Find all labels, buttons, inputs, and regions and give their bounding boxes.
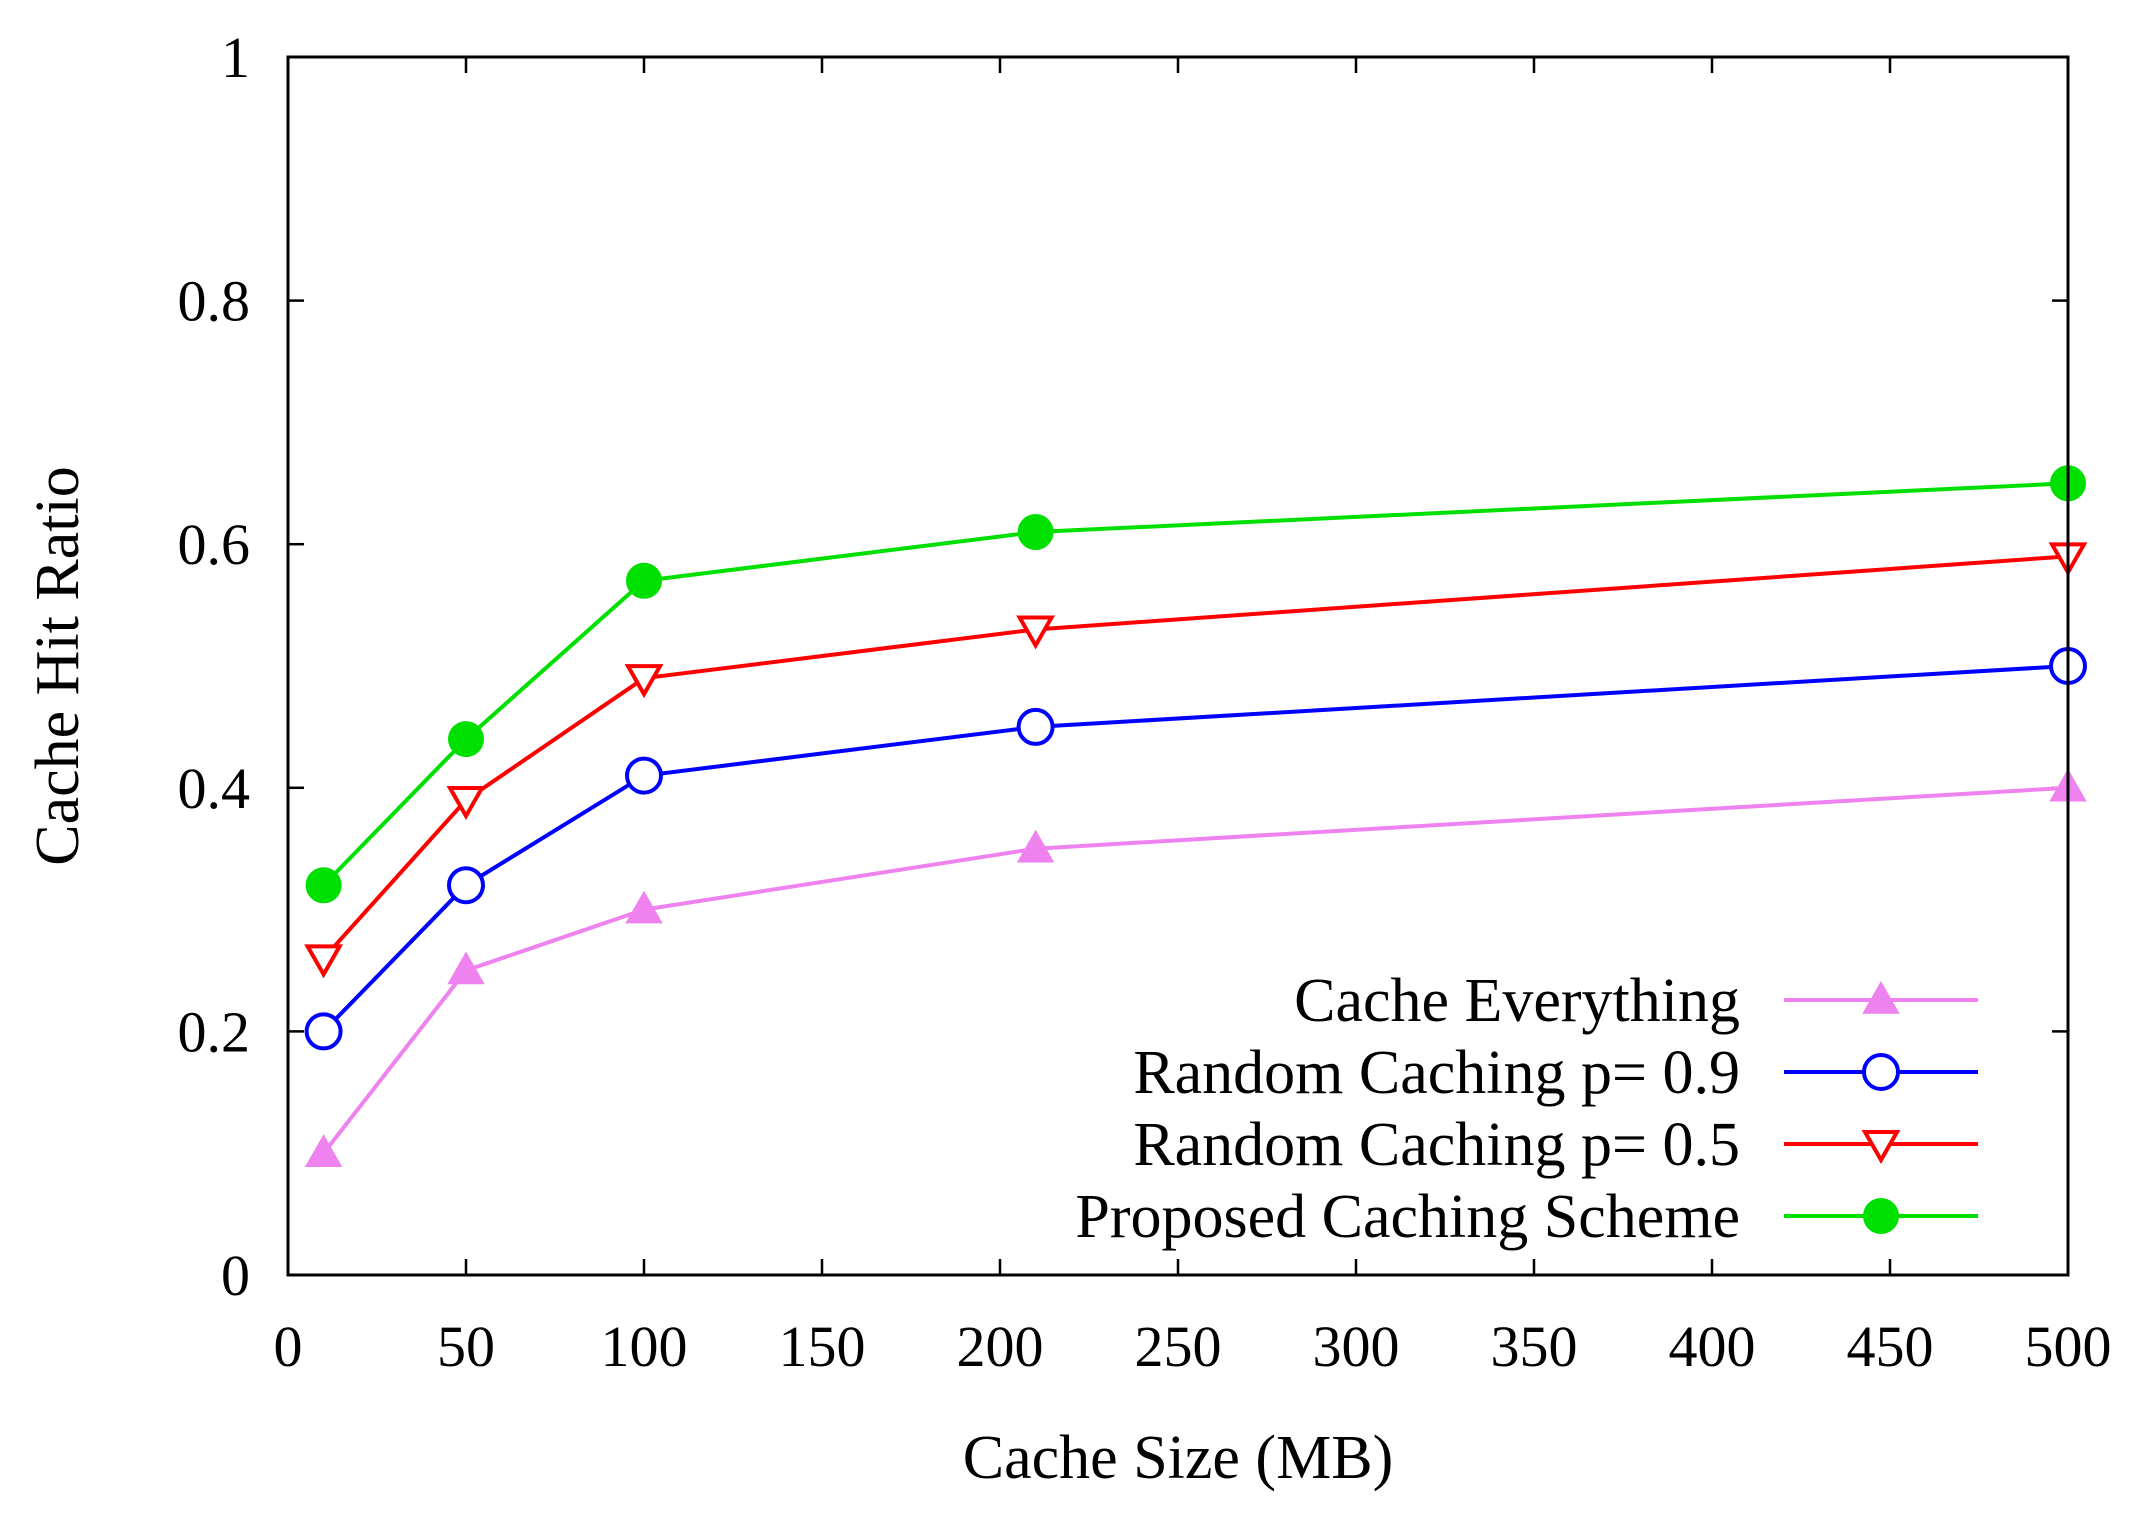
data-point (305, 867, 342, 904)
legend-marker (1862, 980, 1900, 1014)
data-point (447, 951, 485, 985)
data-point (625, 890, 663, 924)
y-tick-label: 0.6 (178, 512, 251, 577)
data-point (625, 756, 663, 795)
series-2 (304, 647, 2087, 1051)
data-point (304, 944, 344, 979)
series-1 (304, 768, 2087, 1167)
data-point (1016, 707, 1055, 746)
x-tick-label: 500 (2025, 1314, 2112, 1379)
x-tick-label: 150 (779, 1314, 866, 1379)
tick-labels: 0 50 100 150 200 250 300 350 400 450 500 0 0.2 0.4 0.6… (178, 25, 2112, 1379)
x-tick-label: 50 (437, 1314, 495, 1379)
x-tick-label: 300 (1313, 1314, 1400, 1379)
series-3 (304, 542, 2088, 979)
plot-frame (286, 55, 2070, 1277)
data-point (304, 1012, 343, 1051)
legend-label: Cache Everything (1294, 967, 1740, 1035)
data-point (624, 664, 664, 699)
data-point (1016, 615, 1056, 650)
x-axis-label: Cache Size (MB) (963, 1424, 1393, 1492)
legend-label: Proposed Caching Scheme (1075, 1183, 1740, 1251)
x-tick-label: 0 (274, 1314, 303, 1379)
data-point (626, 562, 662, 599)
x-tick-label: 200 (957, 1314, 1044, 1379)
legend-marker (1862, 1053, 1900, 1091)
y-tick-label: 0.8 (178, 269, 251, 334)
x-tick-label: 450 (1847, 1314, 1934, 1379)
x-tick-label: 400 (1669, 1314, 1756, 1379)
legend-marker (1863, 1198, 1899, 1234)
y-tick-label: 1 (221, 25, 250, 90)
data-point (1016, 829, 1055, 863)
x-tick-label: 350 (1491, 1314, 1578, 1379)
legend-label: Random Caching p= 0.9 (1133, 1039, 1740, 1107)
legend-label: Random Caching p= 0.5 (1133, 1111, 1740, 1179)
series-lines (304, 465, 2088, 1167)
x-tick-label: 250 (1135, 1314, 1222, 1379)
y-axis-label: Cache Hit Ratio (24, 466, 92, 865)
data-point (446, 785, 486, 821)
data-point (1017, 514, 1054, 551)
y-tick-label: 0.4 (178, 756, 251, 821)
legend-marker (1861, 1130, 1901, 1165)
data-point (447, 866, 485, 905)
x-tick-label: 100 (601, 1314, 688, 1379)
y-tick-label: 0 (221, 1243, 250, 1308)
y-tick-label: 0.2 (178, 999, 251, 1064)
data-point (448, 721, 484, 758)
data-point (304, 1134, 343, 1167)
